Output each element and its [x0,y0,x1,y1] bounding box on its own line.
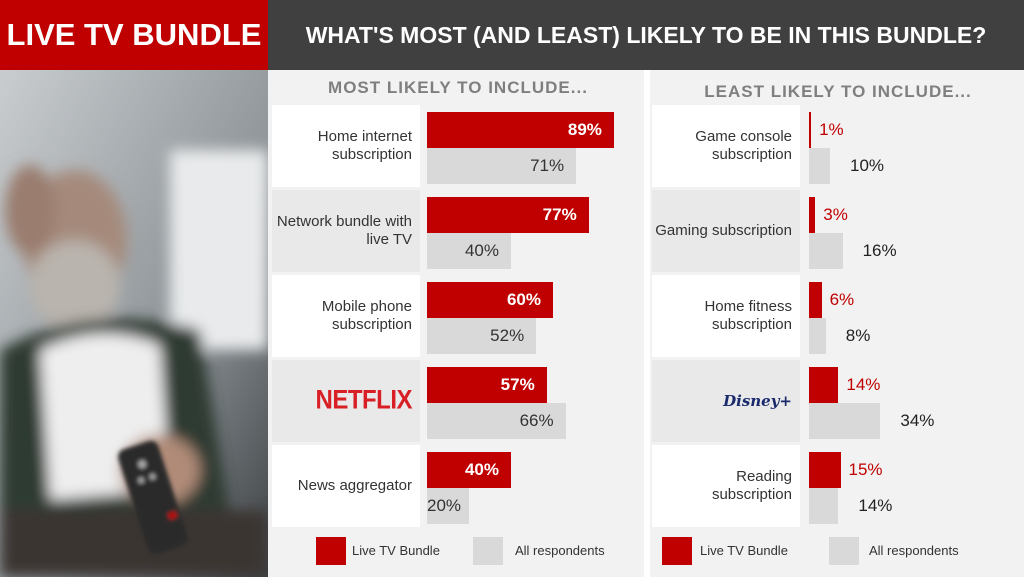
page-title: WHAT'S MOST (AND LEAST) LIKELY TO BE IN … [268,0,1024,70]
row-background [272,275,420,357]
category-label: Home internet subscription [272,105,420,187]
row-background [652,105,800,187]
category-text: Game console subscription [695,128,792,163]
legend-label: Live TV Bundle [352,543,440,558]
value-label: 40% [464,460,499,479]
badge: LIVE TV BUNDLE [0,0,268,70]
category-label: Gaming subscription [652,190,800,272]
category-text: News aggregator [297,477,412,494]
bar [427,452,511,488]
category-label: Mobile phone subscription [272,275,420,357]
bar [427,148,577,184]
category-label: Network bundle with live TV [272,190,420,272]
category-label: Disney+ [652,360,800,442]
bar [809,403,881,439]
bar [427,318,537,354]
value-label: 14% [846,375,881,394]
row-background [272,360,420,442]
legend-swatch [829,537,859,565]
legend-label: All respondents [515,543,605,558]
category-text: Mobile phone subscription [321,298,412,333]
legend-label: All respondents [869,543,959,558]
value-label: 10% [850,156,885,175]
value-label: 57% [500,375,535,394]
value-label: 8% [845,326,871,345]
value-label: 20% [427,496,462,515]
value-label: 89% [567,120,602,139]
value-label: 60% [506,290,541,309]
row-background [652,190,800,272]
value-label: 3% [823,205,848,224]
bar [809,233,843,269]
row-background [652,445,800,527]
legend-swatch [473,537,503,565]
bar [427,488,469,524]
category-text: Reading subscription [711,468,792,503]
category-text: Home fitness subscription [704,298,792,333]
value-label: 71% [530,156,565,175]
divider [644,70,650,577]
value-label: 1% [819,120,844,139]
bar [809,282,822,318]
bar [427,367,547,403]
legend-swatch [662,537,692,565]
category-label: Reading subscription [652,445,800,527]
value-label: 16% [862,241,897,260]
value-label: 66% [519,411,554,430]
chart-subtitle: MOST LIKELY TO INCLUDE... [328,78,588,97]
value-label: 77% [542,205,577,224]
bar [427,403,566,439]
value-label: 40% [464,241,499,260]
bar [809,367,839,403]
legend-label: Live TV Bundle [700,543,788,558]
category-text: Gaming subscription [655,222,792,239]
category-label: Game console subscription [652,105,800,187]
category-label: Home fitness subscription [652,275,800,357]
bar [809,112,812,148]
row-background [272,105,420,187]
bar [427,112,614,148]
value-label: 34% [900,411,935,430]
bar [809,197,816,233]
value-label: 14% [858,496,893,515]
photo [0,70,268,577]
row-background [272,445,420,527]
bar [427,282,553,318]
legend-swatch [316,537,346,565]
value-label: 15% [848,460,883,479]
bar [427,197,589,233]
value-label: 52% [490,326,525,345]
value-label: 6% [829,290,855,309]
bar [809,148,830,184]
photo-illustration [0,70,268,577]
chart-subtitle: LEAST LIKELY TO INCLUDE... [704,82,972,101]
category-text: Network bundle with live TV [276,213,412,248]
bar [809,452,841,488]
category-text: Home internet subscription [317,128,412,163]
bar [427,233,511,269]
row-background [272,190,420,272]
category-label: News aggregator [272,445,420,527]
category-text: NETFLIX [315,385,413,416]
row-background [652,360,800,442]
category-text: Disney+ [723,392,792,410]
row-background [652,275,800,357]
bar [809,318,826,354]
category-label: NETFLIX [272,360,420,442]
bar [809,488,839,524]
